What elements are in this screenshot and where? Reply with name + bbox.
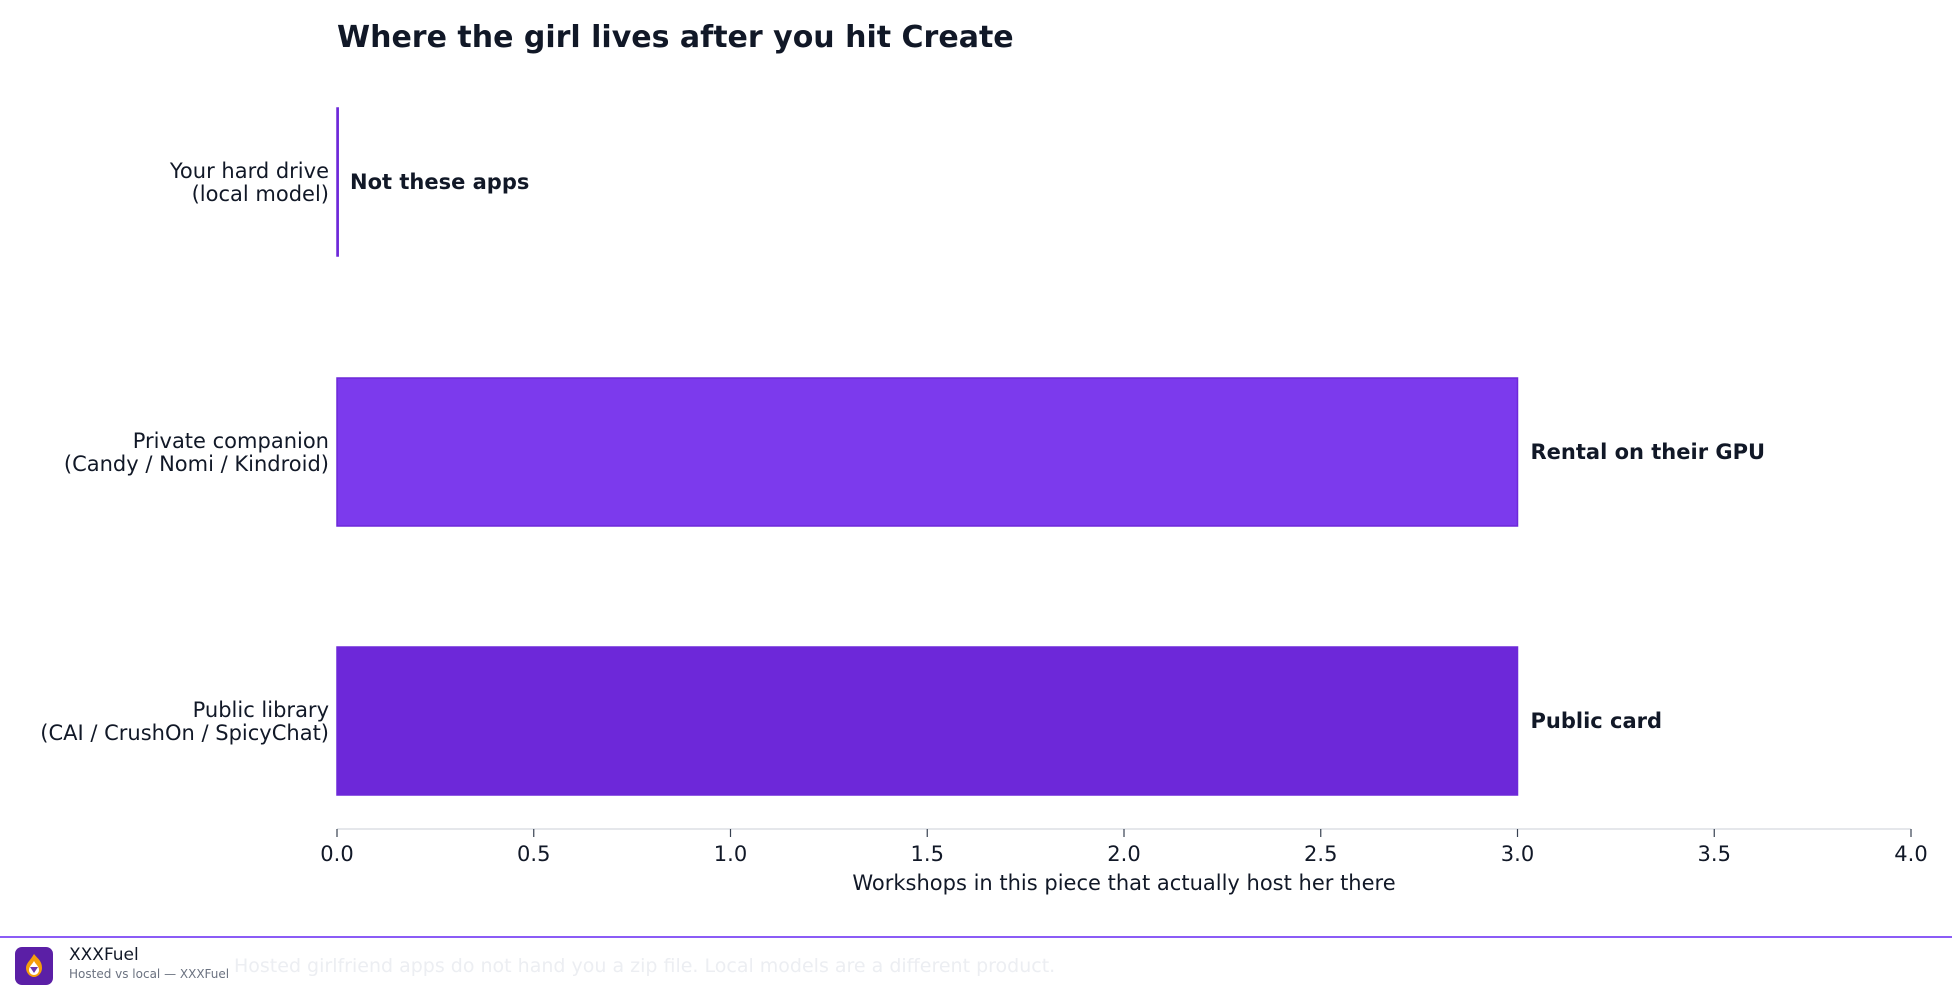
bar-label-0: Not these apps [350, 170, 529, 194]
chart: Where the girl lives after you hit Creat… [40, 20, 1927, 895]
x-tick-label-1: 0.5 [517, 842, 550, 866]
bar-2 [336, 646, 1519, 796]
x-tick-label-3: 1.5 [911, 842, 944, 866]
bar-1 [336, 377, 1519, 527]
x-tick-label-0: 0.0 [320, 842, 353, 866]
x-tick-label-7: 3.5 [1698, 842, 1731, 866]
flame-shield-icon [26, 954, 42, 977]
bar-label-1: Rental on their GPU [1531, 440, 1766, 464]
chart-title: Where the girl lives after you hit Creat… [337, 20, 1014, 55]
bar-0 [336, 107, 339, 257]
bar-label-2: Public card [1531, 709, 1663, 733]
brand-name: XXXFuel [69, 945, 139, 965]
x-tick-label-4: 2.0 [1107, 842, 1140, 866]
x-tick-label-8: 4.0 [1894, 842, 1927, 866]
category-label-2: Public library (CAI / CrushOn / SpicyChat… [40, 698, 329, 745]
footer: XXXFuel Hosted vs local — XXXFuel Hosted… [0, 936, 1952, 992]
x-tick-label-2: 1.0 [714, 842, 747, 866]
brand-tagline: Hosted vs local — XXXFuel [69, 967, 230, 981]
category-label-1: Private companion (Candy / Nomi / Kindroi… [64, 429, 329, 476]
x-tick-label-5: 2.5 [1304, 842, 1337, 866]
footnote: Hosted girlfriend apps do not hand you a… [234, 955, 1056, 977]
logo [15, 947, 53, 985]
x-axis-label: Workshops in this piece that actually ho… [852, 871, 1395, 895]
category-label-0: Your hard drive (local model) [169, 159, 329, 206]
x-tick-label-6: 3.0 [1501, 842, 1534, 866]
